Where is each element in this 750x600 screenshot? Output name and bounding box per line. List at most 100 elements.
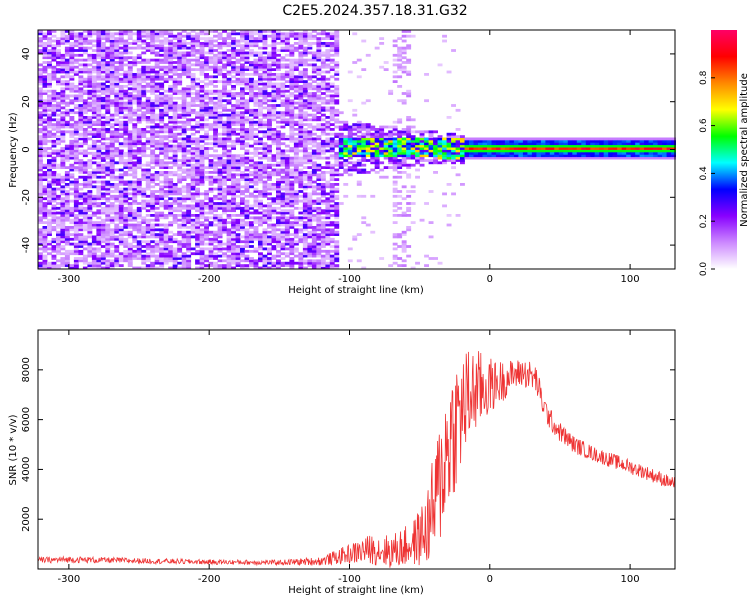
spectrogram-cell: [253, 37, 259, 40]
spectrogram-cell: [168, 125, 174, 129]
spectrogram-cell: [195, 39, 200, 43]
spectrogram-cell: [311, 99, 317, 103]
spectrogram-cell: [51, 104, 57, 107]
spectrogram-cell: [195, 187, 200, 191]
spectrogram-cell: [329, 82, 335, 86]
spectrogram-cell: [276, 144, 281, 148]
spectrogram-cell: [280, 245, 286, 248]
spectrogram-cell: [154, 125, 160, 129]
spectrogram-cell: [168, 247, 174, 251]
spectrogram-cell: [213, 154, 218, 158]
spectrogram-cell: [195, 230, 200, 234]
spectrogram-cell: [240, 206, 245, 210]
spectrogram-cell: [114, 197, 120, 201]
spectrogram-cell: [38, 252, 43, 256]
spectrogram-cell: [253, 82, 259, 86]
spectrogram-cell: [334, 245, 340, 248]
spectrogram-cell: [181, 252, 187, 256]
spectrogram-cell: [325, 264, 331, 267]
spectrogram-cell: [105, 218, 111, 222]
spectrogram-cell: [267, 82, 272, 86]
spectrogram-cell: [105, 116, 111, 119]
spectrogram-cell: [320, 32, 326, 36]
spectrogram-cell: [222, 53, 227, 57]
spectrogram-cell: [177, 73, 183, 76]
spectrogram-cell: [289, 197, 295, 201]
spectrogram-cell: [38, 63, 43, 67]
spectrogram-cell: [96, 154, 102, 158]
spectrogram-cell: [127, 73, 133, 76]
spectrogram-cell: [181, 104, 187, 107]
spectrogram-cell: [47, 247, 52, 251]
spectrogram-cell: [253, 261, 259, 265]
spectrogram-cell: [127, 144, 133, 148]
spectrogram-cell: [316, 175, 322, 179]
spectrogram-cell: [231, 209, 236, 213]
spectrogram-cell: [64, 101, 70, 105]
spectrogram-cell: [150, 68, 156, 71]
spectrogram-cell: [154, 228, 160, 232]
spectrogram-cell: [82, 199, 88, 203]
spectrogram-cell: [159, 242, 165, 246]
spectrogram-cell: [195, 151, 200, 155]
spectrogram-cell: [82, 254, 88, 258]
spectrogram-cell: [226, 128, 232, 131]
spectrogram-cell: [96, 120, 102, 124]
spectrogram-cell: [208, 39, 214, 43]
spectrogram-cell: [307, 264, 313, 267]
spectrogram-cell: [298, 161, 304, 165]
spectrogram-cell: [186, 190, 192, 193]
spectrogram-cell: [64, 175, 70, 179]
spectrogram-cell: [159, 130, 165, 134]
spectrogram-cell: [159, 68, 165, 71]
spectrogram-cell: [240, 99, 245, 103]
spectrogram-cell: [154, 261, 160, 265]
spectrogram-cell: [51, 135, 57, 138]
spectrogram-cell: [123, 245, 129, 248]
spectrogram-cell: [136, 108, 142, 112]
spectrogram-cell: [105, 211, 111, 215]
spectrogram-cell: [320, 101, 326, 105]
spectrogram-cell: [141, 89, 147, 93]
spectrogram-cell: [316, 233, 322, 236]
spectrogram-cell: [150, 197, 156, 201]
spectrogram-cell: [307, 216, 313, 220]
spectrogram-cell: [199, 123, 205, 126]
spectrogram-cell: [186, 128, 192, 131]
spectrogram-cell: [78, 197, 84, 201]
spectrogram-cell: [109, 113, 115, 117]
spectrogram-cell: [100, 137, 106, 141]
spectrogram-cell: [109, 101, 115, 105]
spectrogram-cell: [127, 75, 133, 79]
spectrogram-cell: [213, 204, 218, 208]
spectrogram-cell: [60, 132, 66, 136]
spectrogram-cell: [145, 130, 151, 134]
spectrogram-cell: [64, 216, 70, 220]
spectrogram-cell: [141, 192, 147, 196]
spectrogram-cell: [240, 92, 245, 95]
spectrogram-cell: [38, 180, 43, 184]
spectrogram-cell: [69, 49, 75, 52]
spectrogram-cell: [172, 80, 178, 83]
spectrogram-cell: [231, 245, 236, 248]
spectrogram-cell: [69, 30, 75, 33]
spectrogram-cell: [109, 197, 115, 201]
spectrogram-cell: [51, 206, 57, 210]
spectrogram-cell: [195, 37, 200, 40]
spectrogram-cell: [186, 75, 192, 79]
spectrogram-cell: [258, 247, 263, 251]
spectrogram-cell: [329, 240, 335, 244]
spectrogram-cell: [320, 51, 326, 55]
spectrogram-cell: [168, 96, 174, 100]
spectrogram-cell: [87, 249, 93, 253]
spectrogram-cell: [38, 123, 43, 126]
spectrogram-cell: [47, 73, 52, 76]
spectrogram-cell: [325, 42, 331, 45]
spectrogram-cell: [311, 209, 317, 213]
spectrogram-cell: [302, 178, 308, 181]
spectrogram-cell: [320, 147, 326, 150]
spectrogram-cell: [172, 257, 178, 260]
spectrogram-cell: [100, 147, 106, 150]
spectrogram-cell: [42, 142, 48, 146]
spectrogram-cell: [118, 218, 124, 222]
